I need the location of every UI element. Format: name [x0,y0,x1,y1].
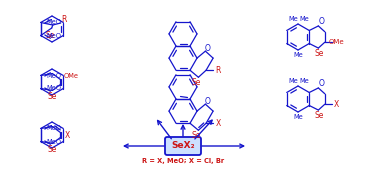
Text: O: O [205,97,210,106]
Text: Me: Me [288,78,298,84]
Text: Me: Me [299,16,309,22]
Text: Se: Se [192,78,201,87]
Text: Se: Se [314,49,324,57]
Text: SeX₂: SeX₂ [171,142,195,150]
Text: MeO: MeO [46,85,61,91]
Text: MeO: MeO [46,139,61,145]
Text: X: X [334,100,340,109]
Text: R: R [61,15,67,25]
Text: O: O [319,79,324,88]
Text: Se: Se [192,131,201,140]
Text: MeO: MeO [46,125,61,132]
Text: MeO: MeO [46,73,61,78]
Text: X: X [215,119,221,128]
Text: OMe: OMe [329,39,345,45]
Text: R = X, MeO; X = Cl, Br: R = X, MeO; X = Cl, Br [142,158,224,164]
Text: Me: Me [293,52,303,58]
Text: Me: Me [293,114,303,120]
Text: O: O [205,44,210,53]
Text: Se: Se [48,92,57,101]
Text: O: O [319,17,324,26]
FancyBboxPatch shape [165,137,201,155]
Text: Se: Se [45,32,54,40]
Text: Me: Me [288,16,298,22]
Text: R: R [215,66,221,75]
Text: Se: Se [314,111,324,120]
Text: X: X [65,131,71,140]
Text: MeO: MeO [46,19,61,26]
Text: MeO: MeO [46,33,61,39]
Text: OMe: OMe [63,73,78,79]
Text: Me: Me [299,78,309,84]
Text: Se: Se [48,145,57,154]
